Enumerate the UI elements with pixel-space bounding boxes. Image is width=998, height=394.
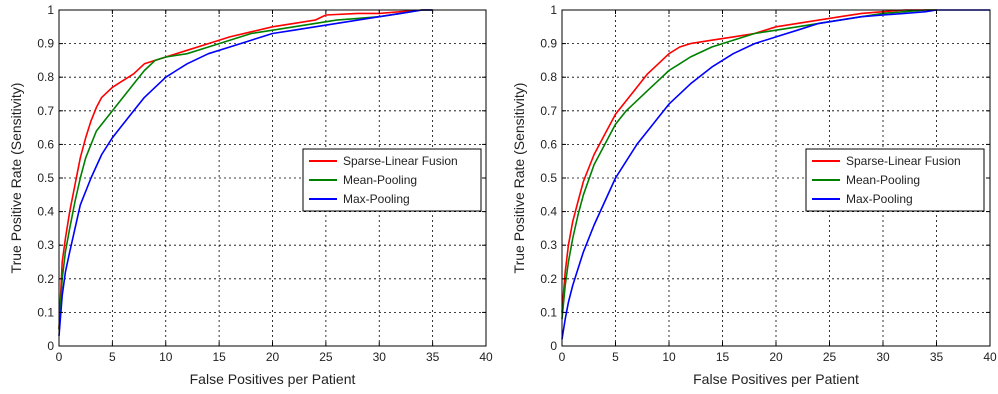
y-tick-label: 0.9 <box>540 37 557 51</box>
x-tick-label: 10 <box>159 350 173 364</box>
legend: Sparse-Linear Fusion Mean-Pooling Max-Pool… <box>302 148 482 212</box>
x-tick-label: 40 <box>983 350 997 364</box>
x-tick-label: 15 <box>716 350 730 364</box>
x-axis-label: False Positives per Patient <box>693 371 859 387</box>
x-tick-label: 0 <box>56 350 63 364</box>
x-tick-label: 15 <box>212 350 226 364</box>
ticks: 0 5 10 15 20 25 30 35 40 0 0.1 0.2 0.3 0.4 0.5 0.6 0.7 0.… <box>37 3 493 364</box>
y-tick-label: 0.2 <box>540 272 557 286</box>
y-axis-label: True Positive Rate (Sensitivity) <box>8 83 24 274</box>
y-tick-label: 0.4 <box>37 205 54 219</box>
series-line-max-pooling <box>561 9 990 340</box>
legend-label: Sparse-Linear Fusion <box>343 154 458 168</box>
y-tick-label: 0 <box>47 339 54 353</box>
legend: Sparse-Linear Fusion Mean-Pooling Max-Pool… <box>805 148 985 212</box>
y-tick-label: 0.5 <box>540 171 557 185</box>
x-tick-label: 35 <box>426 350 440 364</box>
y-tick-label: 0.3 <box>540 238 557 252</box>
y-tick-label: 0.9 <box>37 37 54 51</box>
y-tick-label: 0.5 <box>37 171 54 185</box>
legend-label: Mean-Pooling <box>343 173 417 187</box>
y-tick-label: 0.7 <box>37 104 54 118</box>
x-axis-label: False Positives per Patient <box>190 371 356 387</box>
legend-label: Max-Pooling <box>846 192 913 206</box>
x-tick-label: 0 <box>559 350 566 364</box>
chart-panel-1: 0 5 10 15 20 25 30 35 40 0 0.1 0.2 0.3 0.4 0.5 0.6 0.7 0.… <box>8 3 493 387</box>
x-tick-label: 25 <box>823 350 837 364</box>
x-tick-label: 30 <box>373 350 387 364</box>
y-tick-label: 0.3 <box>37 238 54 252</box>
y-tick-label: 0 <box>550 339 557 353</box>
series-group <box>58 9 433 336</box>
y-tick-label: 0.8 <box>37 70 54 84</box>
legend-label: Mean-Pooling <box>846 173 920 187</box>
x-tick-label: 5 <box>109 350 116 364</box>
series-line-mean-pooling <box>58 9 433 330</box>
y-tick-label: 1 <box>550 3 557 17</box>
y-tick-label: 0.1 <box>37 305 54 319</box>
x-tick-label: 5 <box>612 350 619 364</box>
x-tick-label: 20 <box>769 350 783 364</box>
y-tick-label: 0.4 <box>540 205 557 219</box>
y-axis-label: True Positive Rate (Sensitivity) <box>511 83 527 274</box>
legend-label: Max-Pooling <box>343 192 410 206</box>
series-group <box>561 9 990 340</box>
x-tick-label: 10 <box>662 350 676 364</box>
y-tick-label: 0.7 <box>540 104 557 118</box>
chart-panel-2: 0 5 10 15 20 25 30 35 40 0 0.1 0.2 0.3 0.4 0.5 0.6 0.7 0.… <box>511 3 997 387</box>
y-tick-label: 0.2 <box>37 272 54 286</box>
x-tick-label: 20 <box>266 350 280 364</box>
x-tick-label: 35 <box>930 350 944 364</box>
x-tick-label: 40 <box>479 350 493 364</box>
series-line-sparse-linear-fusion <box>561 9 937 313</box>
y-tick-label: 0.6 <box>37 137 54 151</box>
y-tick-label: 0.1 <box>540 305 557 319</box>
x-tick-label: 25 <box>319 350 333 364</box>
y-tick-label: 1 <box>47 3 54 17</box>
grid <box>59 10 486 346</box>
y-tick-label: 0.6 <box>540 137 557 151</box>
y-tick-label: 0.8 <box>540 70 557 84</box>
series-line-max-pooling <box>58 9 433 336</box>
ticks: 0 5 10 15 20 25 30 35 40 0 0.1 0.2 0.3 0.4 0.5 0.6 0.7 0.… <box>540 3 997 364</box>
legend-label: Sparse-Linear Fusion <box>846 154 961 168</box>
x-tick-label: 30 <box>876 350 890 364</box>
